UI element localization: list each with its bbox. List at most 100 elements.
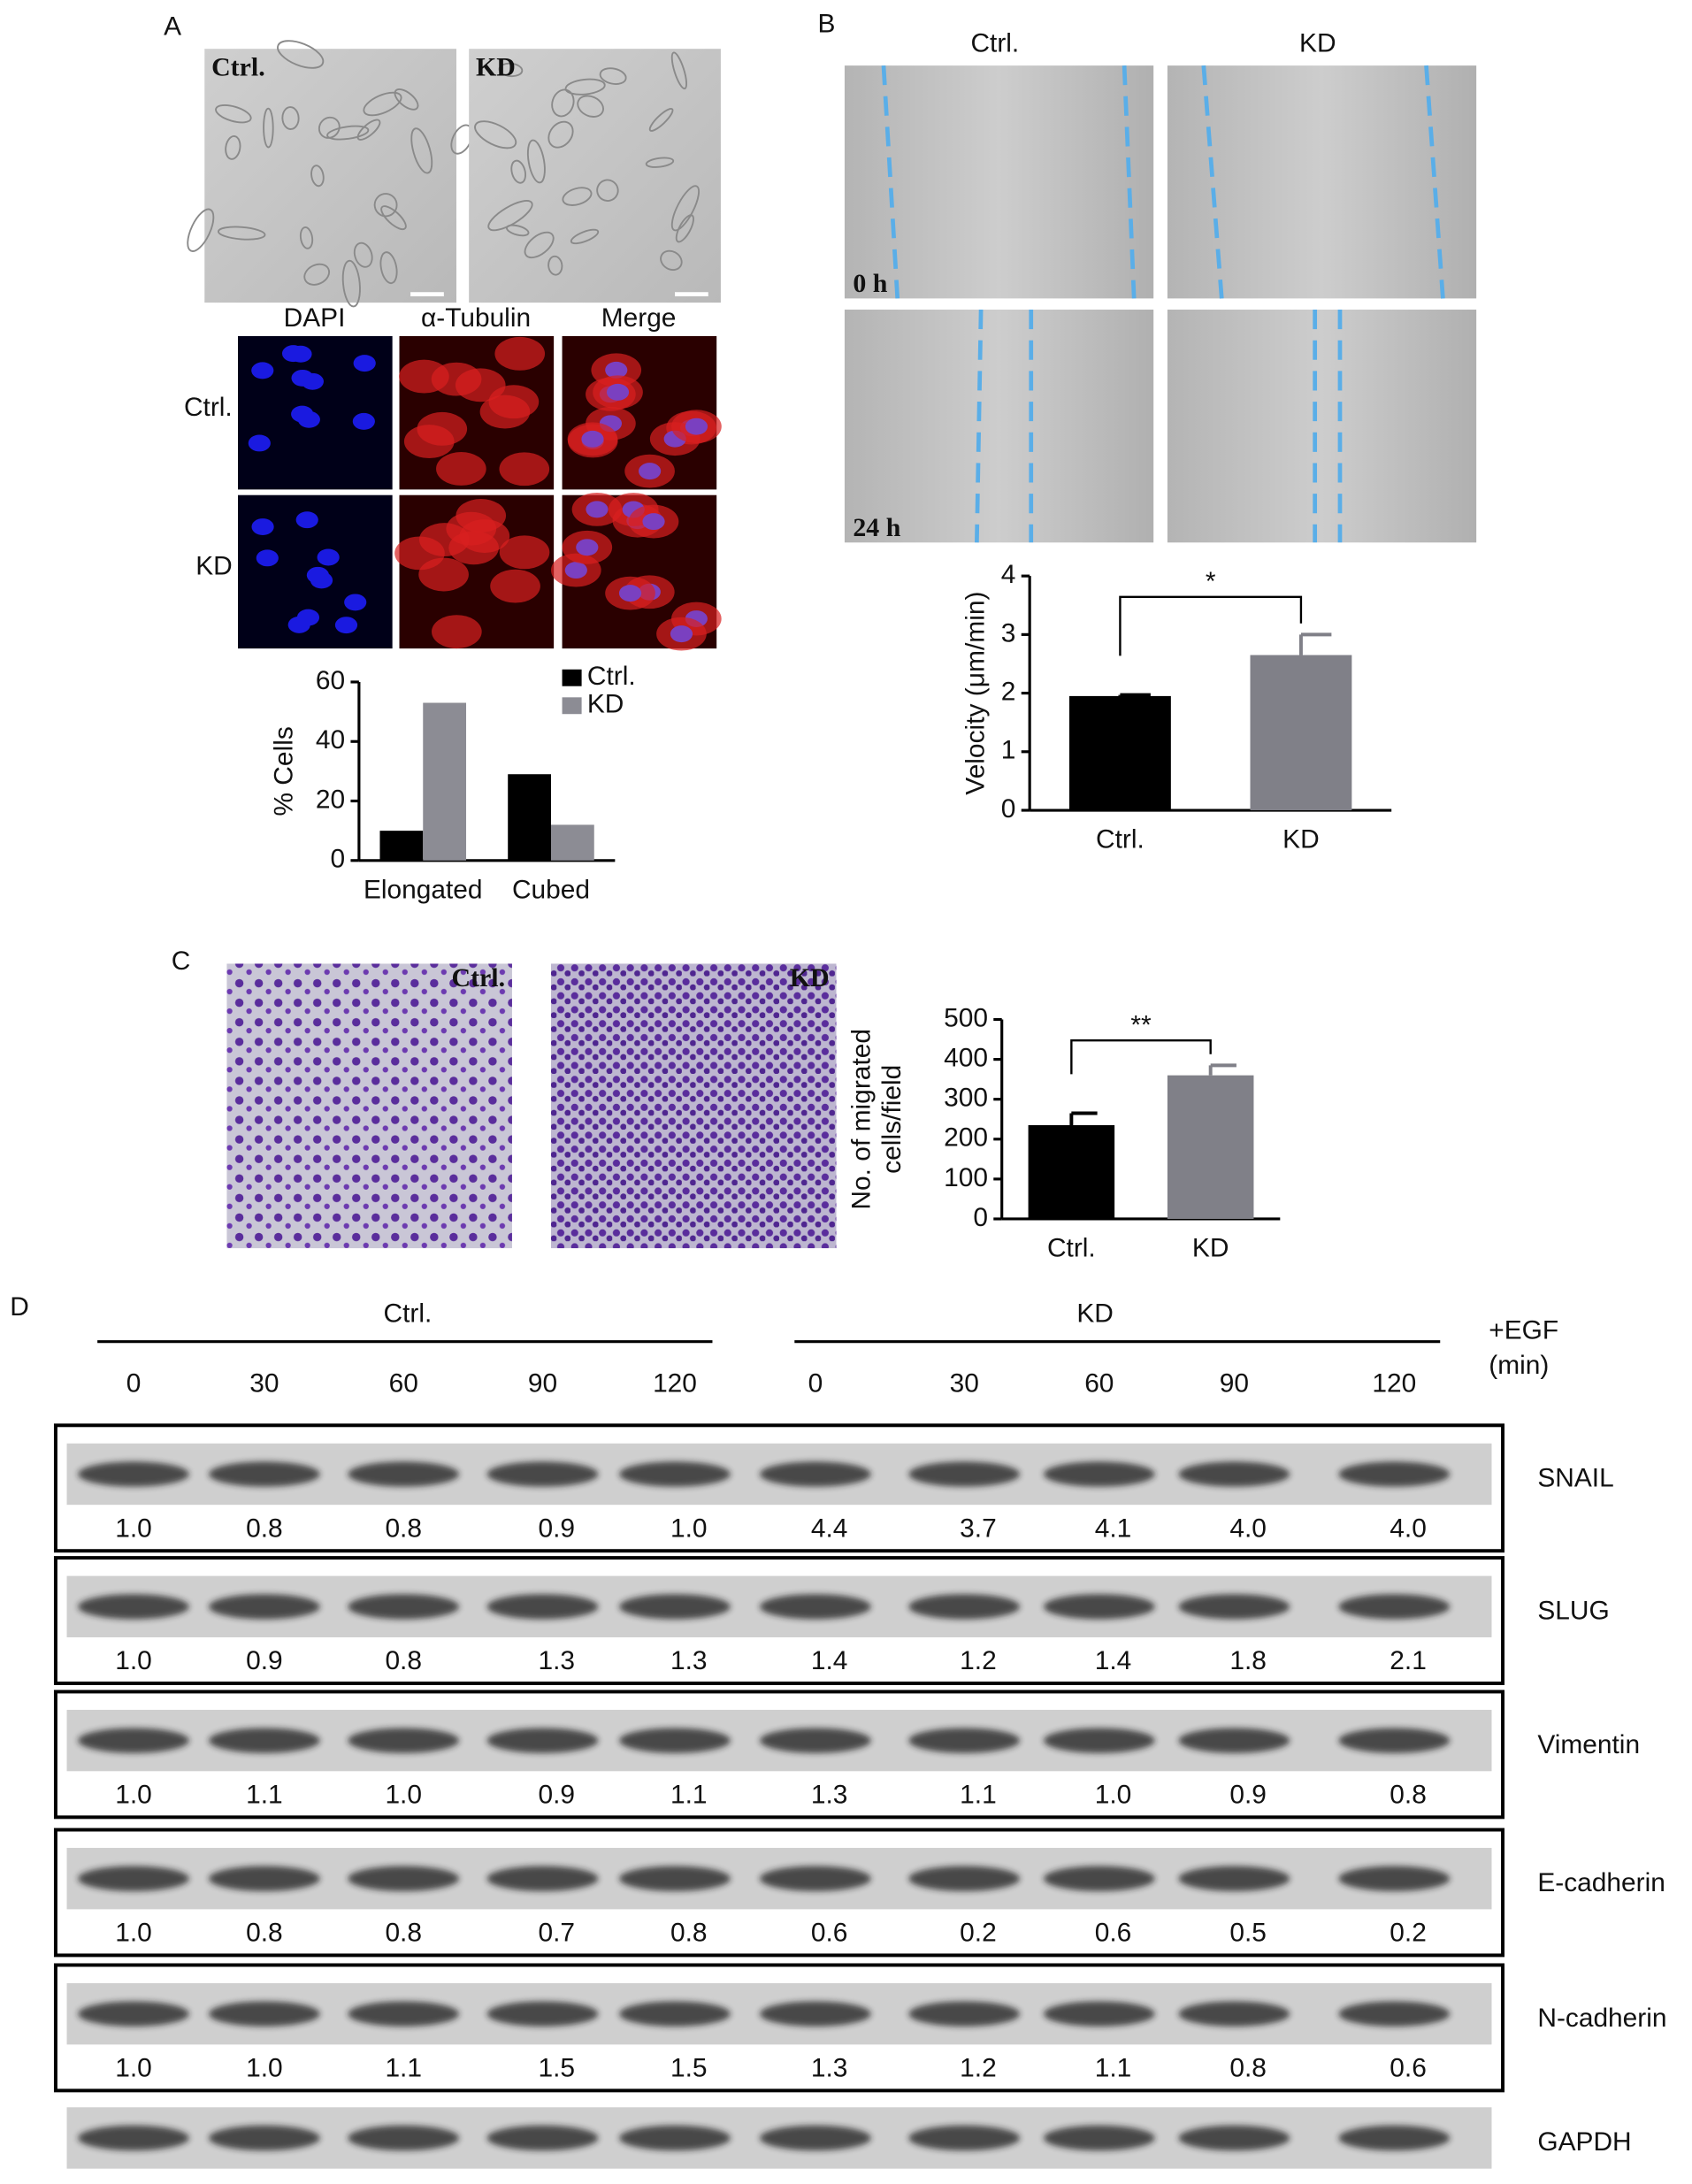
quantification: 0.8 [670, 1919, 708, 1948]
panel-letter: B [818, 9, 836, 38]
phase-image [204, 49, 457, 303]
significance-bracket [1070, 1038, 1212, 1075]
protein-label: N-cadherin [1537, 2004, 1666, 2033]
tubulin [459, 519, 510, 553]
legend-label: KD [587, 690, 624, 719]
y-tick-label: 60 [316, 666, 345, 695]
quantification: 1.3 [811, 2054, 848, 2083]
quantification: 1.0 [1095, 1781, 1132, 1810]
time-label: 30 [249, 1368, 279, 1398]
y-tick-label: 40 [316, 725, 345, 755]
y-tick-label: 20 [316, 785, 345, 814]
tubulin [494, 336, 546, 371]
blot-band [908, 1866, 1021, 1891]
quantification: 1.3 [811, 1781, 848, 1810]
nucleus [251, 362, 274, 379]
nucleus [642, 513, 665, 531]
blot-band [1178, 1728, 1290, 1753]
blot-band [486, 1594, 599, 1620]
quantification: 4.0 [1390, 1513, 1427, 1543]
time-label: 0 h [853, 269, 887, 298]
blot-band [908, 2001, 1021, 2027]
quantification: 0.8 [385, 1513, 422, 1543]
cell-shape [577, 95, 604, 118]
cell-shape [562, 187, 593, 206]
quantification: 1.0 [115, 2054, 152, 2083]
wound-image [1167, 310, 1477, 543]
quantification: 1.1 [246, 1781, 283, 1810]
x-tick-label: Cubed [512, 875, 590, 904]
cell-shape [341, 259, 361, 308]
wound-edge [975, 309, 984, 543]
cell-shape [263, 107, 274, 149]
nucleus [297, 410, 320, 428]
significance: ** [1130, 1010, 1152, 1039]
quantification: 0.9 [246, 1646, 283, 1675]
group-label: Ctrl. [384, 1299, 433, 1329]
bar [550, 824, 594, 861]
blot-band [78, 1594, 189, 1620]
cell-shape [564, 78, 606, 96]
blot-band [208, 1461, 320, 1487]
time-label: 30 [950, 1368, 979, 1398]
quantification: 0.8 [1390, 1781, 1427, 1810]
tubulin [488, 385, 540, 419]
blot-band [759, 2001, 871, 2027]
quantification: 4.1 [1095, 1513, 1132, 1543]
cell-shape [380, 205, 407, 231]
panel-letter: D [10, 1292, 29, 1322]
tubulin [432, 615, 482, 649]
quantification: 1.2 [960, 1646, 997, 1675]
nucleus [352, 412, 375, 430]
wound-image [844, 310, 1154, 543]
channel-label: α-Tubulin [421, 303, 531, 333]
quantification: 1.1 [960, 1781, 997, 1810]
quantification: 1.1 [670, 1781, 708, 1810]
protein-label: Vimentin [1537, 1730, 1640, 1759]
bar [379, 831, 424, 861]
time-label: 90 [528, 1368, 557, 1398]
error-bar [1208, 1063, 1236, 1076]
y-axis-label: cells/field [877, 1065, 907, 1174]
blot-band [619, 1594, 731, 1620]
quantification: 0.9 [539, 1513, 576, 1543]
cell-shape [570, 228, 600, 245]
time-label: 90 [1220, 1368, 1249, 1398]
quantification: 1.0 [670, 1513, 708, 1543]
quantification: 0.7 [539, 1919, 576, 1948]
image-label: Ctrl. [452, 963, 506, 992]
blot-band [348, 1594, 460, 1620]
quantification: 0.6 [811, 1919, 848, 1948]
quantification: 1.1 [1095, 2054, 1132, 2083]
nucleus [618, 585, 642, 602]
cell-shape [187, 208, 215, 252]
cell-shape [670, 51, 688, 90]
blot-band [78, 2001, 189, 2027]
y-tick-label: 0 [331, 845, 346, 874]
blot-band [1043, 1728, 1155, 1753]
panel-letter: C [172, 946, 191, 976]
cell-shape [596, 179, 619, 202]
blot-band [208, 2125, 320, 2151]
tubulin [417, 411, 468, 446]
nucleus [576, 539, 599, 556]
quantification: 1.5 [670, 2054, 708, 2083]
blot-band [759, 1866, 871, 1891]
blot-band [208, 1728, 320, 1753]
blot-band [1043, 2125, 1155, 2151]
quantification: 1.8 [1229, 1646, 1267, 1675]
quantification: 0.2 [960, 1919, 997, 1948]
time-label: 120 [1372, 1368, 1416, 1398]
nucleus [685, 418, 708, 435]
significance-bracket [1119, 595, 1303, 656]
blot-band [1338, 1728, 1451, 1753]
cell-shape [510, 159, 527, 184]
quantification: 1.0 [115, 1513, 152, 1543]
cell-shape [526, 139, 546, 184]
wound-edge [1424, 65, 1445, 299]
nucleus [581, 430, 604, 448]
quantification: 1.1 [385, 2054, 422, 2083]
y-tick-label: 100 [944, 1163, 988, 1192]
transwell-image [226, 963, 512, 1249]
quantification: 0.8 [1229, 2054, 1267, 2083]
